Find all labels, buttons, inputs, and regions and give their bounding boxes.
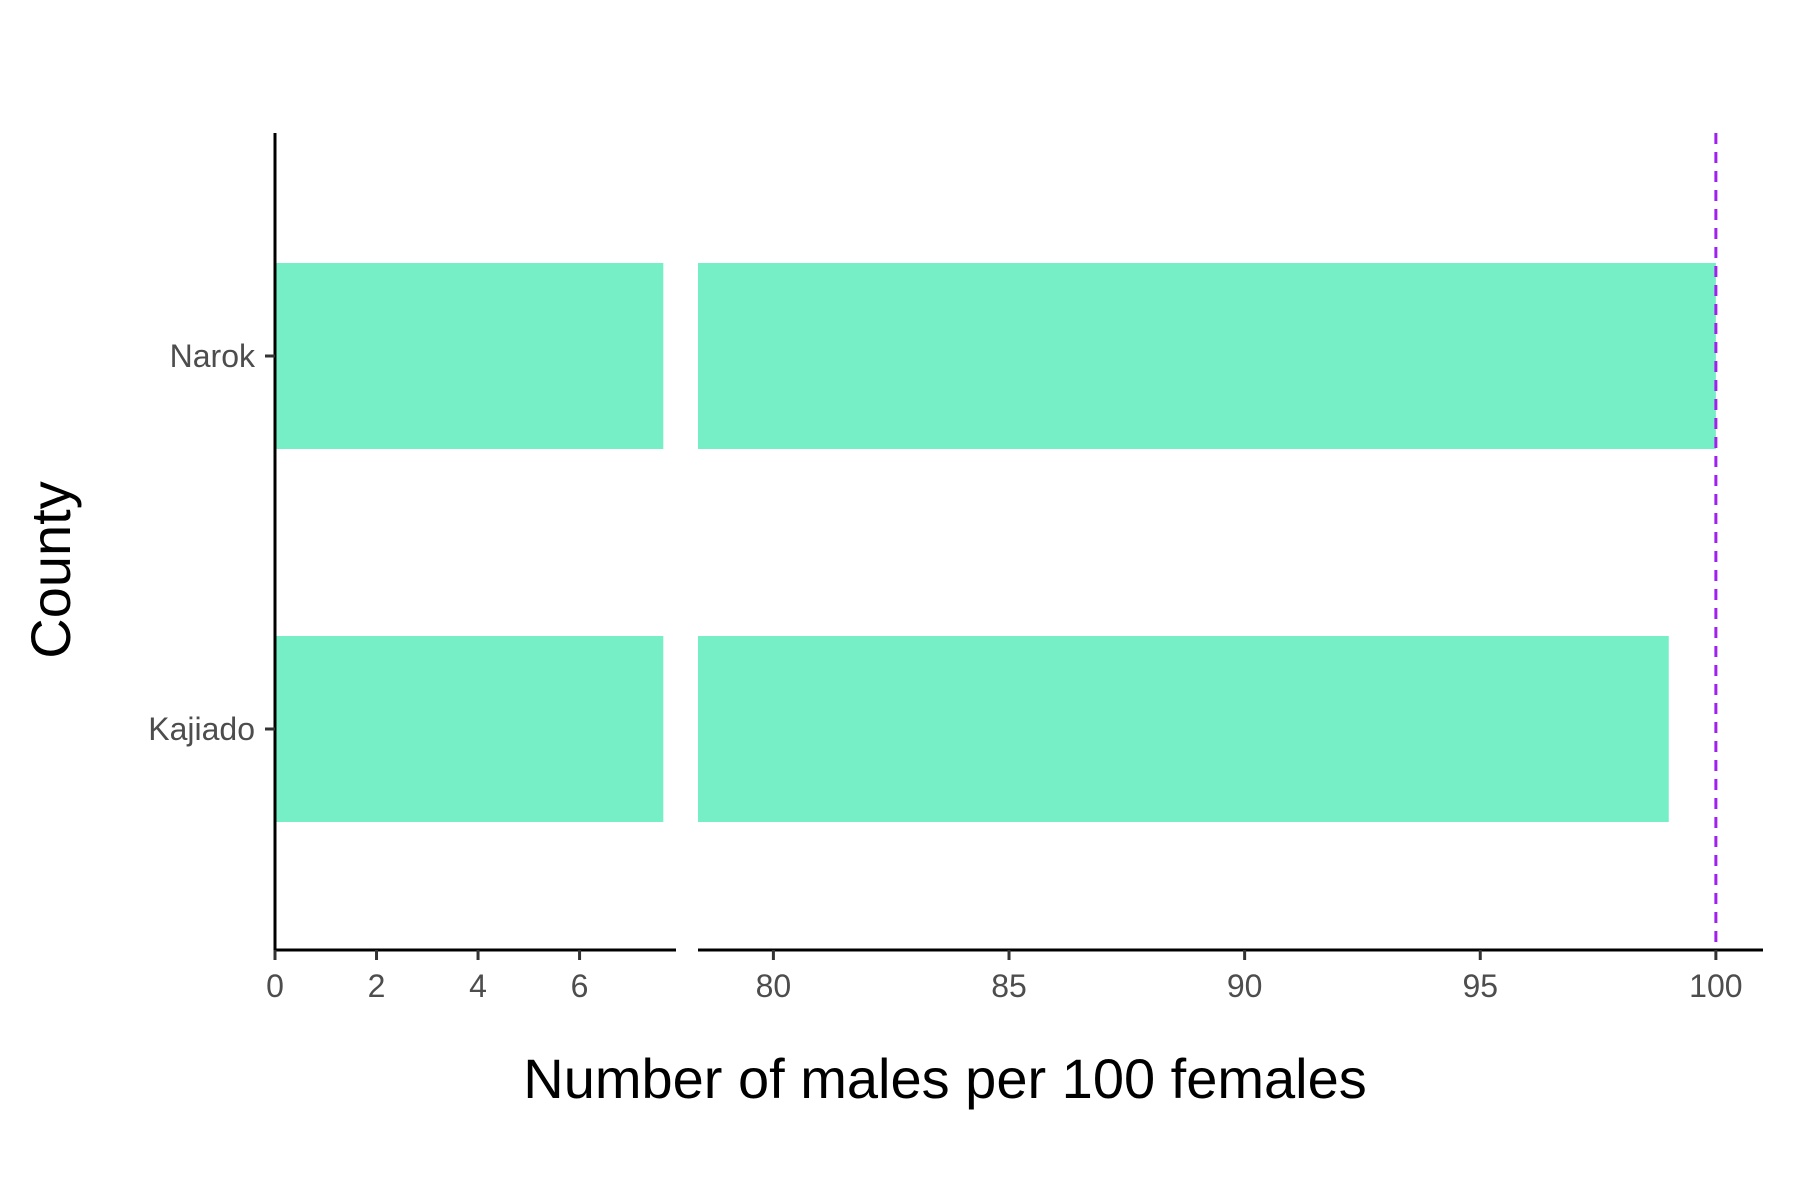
bar-narok-segment-2 bbox=[698, 263, 1716, 449]
y-tick-label-kajiado: Kajiado bbox=[148, 711, 255, 747]
axes bbox=[273, 133, 1763, 952]
x-tick-label-90: 90 bbox=[1227, 968, 1263, 1004]
x-tick-label-4: 4 bbox=[469, 968, 487, 1004]
bar-narok-segment-1 bbox=[275, 263, 664, 449]
x-tick-label-85: 85 bbox=[991, 968, 1027, 1004]
x-axis-title: Number of males per 100 females bbox=[523, 1047, 1367, 1110]
bar-kajiado-segment-1 bbox=[275, 636, 664, 822]
ticks: 0 2 4 6 80 85 90 95 100 Kajiado Narok bbox=[148, 338, 1742, 1004]
x-tick-label-80: 80 bbox=[756, 968, 792, 1004]
y-axis-title: County bbox=[19, 481, 82, 658]
x-tick-label-100: 100 bbox=[1689, 968, 1742, 1004]
x-tick-label-0: 0 bbox=[266, 968, 284, 1004]
x-tick-label-6: 6 bbox=[571, 968, 589, 1004]
bars bbox=[275, 263, 1716, 822]
x-tick-label-95: 95 bbox=[1462, 968, 1498, 1004]
bar-kajiado-segment-2 bbox=[698, 636, 1669, 822]
y-tick-label-narok: Narok bbox=[170, 338, 256, 374]
x-tick-label-2: 2 bbox=[368, 968, 386, 1004]
